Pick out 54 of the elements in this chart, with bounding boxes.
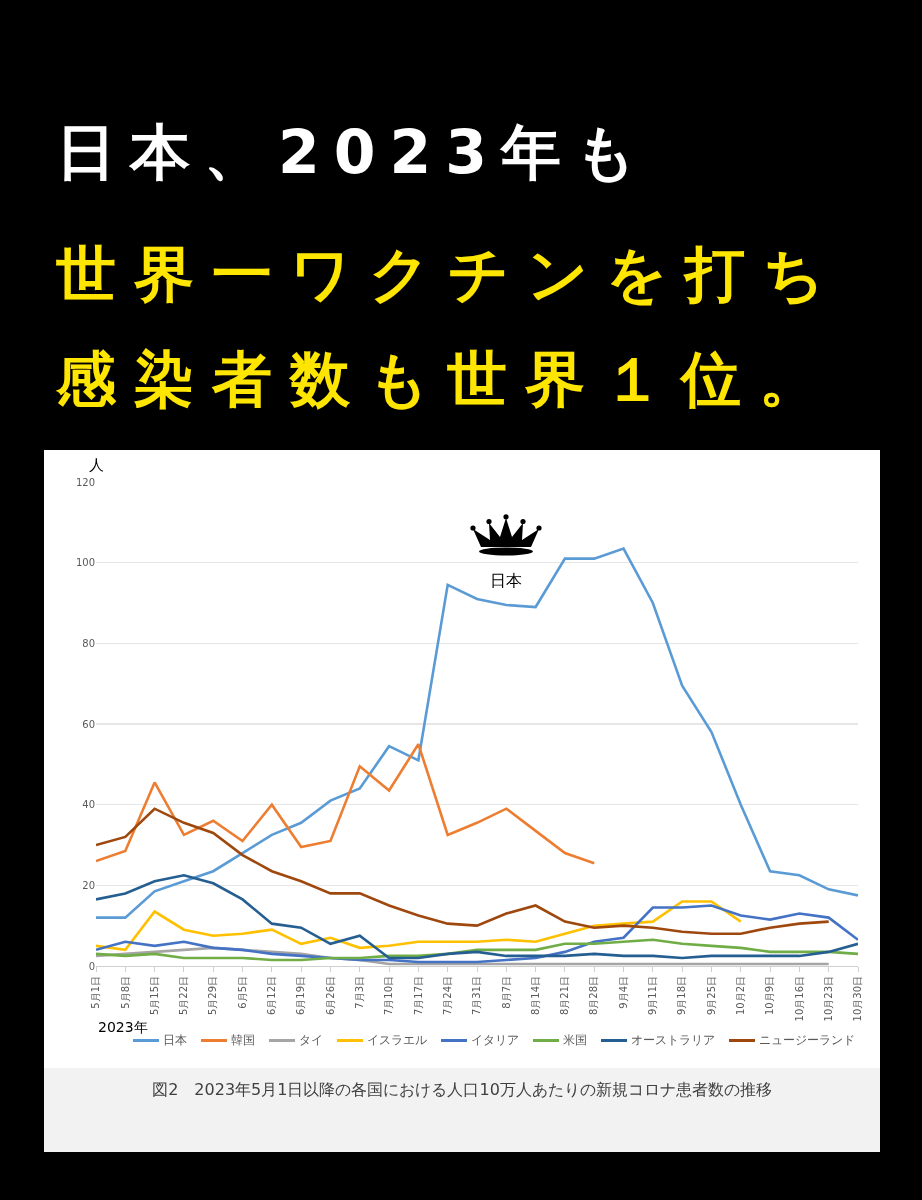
- x-tick-label: 10月16日: [793, 976, 805, 1022]
- x-tick-label: 9月25日: [705, 976, 717, 1016]
- x-tick-label: 8月7日: [500, 976, 512, 1009]
- x-tick-label: 8月28日: [588, 976, 600, 1016]
- y-tick-label: 0: [88, 960, 95, 972]
- x-tick-label: 7月17日: [412, 976, 424, 1016]
- chart-title: 日本、2023年も: [56, 116, 650, 189]
- y-axis-title: 人: [89, 456, 104, 474]
- legend-label: タイ: [299, 1032, 323, 1048]
- x-tick-label: 9月18日: [676, 976, 688, 1016]
- y-tick-label: 120: [75, 476, 95, 488]
- x-tick-label: 8月21日: [559, 976, 571, 1016]
- x-tick-label: 10月30日: [852, 976, 864, 1022]
- y-tick-label: 20: [82, 879, 95, 891]
- y-tick-label: 40: [82, 799, 95, 811]
- x-tick-label: 10月9日: [764, 976, 776, 1016]
- x-tick-label: 7月24日: [441, 976, 453, 1016]
- legend-label: 韓国: [231, 1032, 255, 1048]
- x-tick-label: 6月19日: [295, 976, 307, 1016]
- y-tick-label: 60: [82, 718, 95, 730]
- chart-subtitle: 世界一ワクチンを打ち感染者数も世界１位。: [56, 238, 843, 416]
- x-tick-label: 5月1日: [90, 976, 102, 1009]
- y-tick-label: 80: [82, 637, 95, 649]
- x-tick-label: 6月26日: [324, 976, 336, 1016]
- legend-label: イタリア: [471, 1032, 519, 1048]
- legend-label: 日本: [163, 1032, 187, 1048]
- legend-label: 米国: [563, 1032, 587, 1048]
- legend-label: オーストラリア: [631, 1032, 715, 1048]
- y-tick-label: 100: [75, 557, 95, 569]
- x-tick-label: 7月10日: [383, 976, 395, 1016]
- x-tick-label: 10月2日: [735, 976, 747, 1016]
- x-tick-label: 9月11日: [647, 976, 659, 1016]
- legend-label: イスラエル: [367, 1032, 427, 1048]
- line-series: [96, 900, 743, 952]
- x-tick-label: 6月5日: [236, 976, 248, 1009]
- x-tick-label: 5月15日: [148, 976, 160, 1016]
- line-series: [96, 547, 858, 919]
- line-series: [96, 873, 858, 960]
- x-tick-label: 5月8日: [119, 976, 131, 1009]
- x-tick-label: 7月3日: [354, 976, 366, 1009]
- line-series: [96, 742, 596, 865]
- x-axis-title: 2023年: [98, 1019, 148, 1035]
- legend-label: ニュージーランド: [759, 1032, 855, 1048]
- line-series: [96, 807, 830, 936]
- caption: 図2 2023年5月1日以降の各国における人口10万人あたりの新規コロナ患者数の推移: [151, 1080, 773, 1101]
- x-tick-label: 7月31日: [471, 976, 483, 1016]
- annotation: 日本: [490, 571, 522, 590]
- x-tick-label: 6月12日: [266, 976, 278, 1016]
- x-tick-label: 5月29日: [207, 976, 219, 1016]
- x-tick-label: 9月4日: [617, 976, 629, 1009]
- x-tick-label: 10月23日: [822, 976, 834, 1022]
- x-tick-label: 8月14日: [529, 976, 541, 1016]
- x-tick-label: 5月22日: [178, 976, 190, 1016]
- line-series: [96, 938, 858, 962]
